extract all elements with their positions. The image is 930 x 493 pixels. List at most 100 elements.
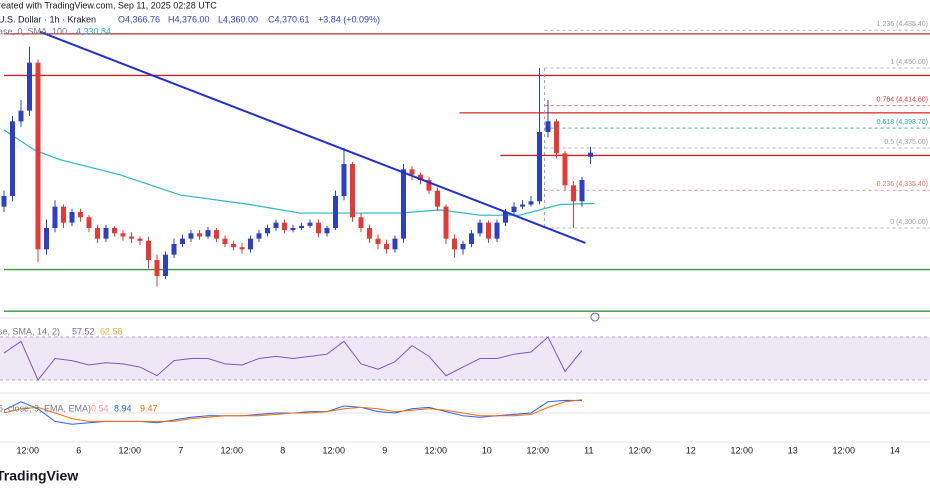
x-tick-label: 12:00 [527,445,550,455]
candle-body [324,227,330,234]
candle-body [273,222,279,228]
candle-body [205,230,211,237]
x-tick-label: 11 [584,445,593,455]
candle-body [494,222,500,239]
candle-body [120,233,126,237]
logo: TradingView [0,468,78,484]
candle-body [299,225,304,228]
alert-icon[interactable] [590,312,600,322]
rsi-band [0,337,930,380]
x-tick-label: 14 [890,445,900,455]
fib-label: 0 (4,300.00) [890,219,928,226]
candle-body [214,230,219,239]
x-tick-label: 12:00 [833,445,856,455]
x-tick-label: 6 [76,445,81,455]
candle-body [333,195,338,228]
candle-body [571,185,576,202]
rsi-value: 57.52 [72,326,95,336]
fib-label: 1.236 (4,485.40) [877,21,928,28]
candle-body [562,153,568,186]
candle-body [316,222,321,234]
candle-body [188,233,194,239]
candle-body [27,62,32,111]
candle-body [384,243,389,250]
ohlc-value: L4,360.00 [218,14,258,24]
x-tick-label: 9 [382,445,387,455]
ma-value: 4,330.84 [76,26,111,36]
candle-body [95,227,100,239]
candle-body [112,227,117,234]
candle-body [137,238,143,241]
x-tick-label: 12:00 [629,445,652,455]
candle-body [307,222,313,226]
x-tick-label: 10 [482,445,492,455]
candle-body [154,259,160,276]
plot-layer: 12:00 6 12:00 7 12:00 8 12:00 9 12:00 10 12:00 11 12… [0,21,930,455]
signal-line [3,399,583,422]
candle-body [452,238,457,250]
candle-body [180,238,185,244]
candle-body [469,233,474,244]
candle-body [44,227,49,250]
candle-body [545,121,551,132]
candle-body [61,206,66,223]
change: +3.84 (+0.09%) [318,14,380,24]
x-tick-label: 12 [686,445,696,455]
candle-body [358,217,364,228]
candle-body [537,131,542,202]
candle-body [418,174,423,180]
candle-body [146,240,151,260]
candle-body [409,169,415,175]
symbol: U.S. Dollar · 1h · Kraken [0,14,96,24]
candle-body [163,254,168,276]
x-tick-label: 7 [178,445,183,455]
candle-body [579,179,585,202]
macd-value: 9.47 [140,403,158,413]
candle-body [18,110,24,122]
watermark: reated with TradingView.com, Sep 11, 202… [0,0,217,10]
candle-body [435,190,440,207]
candle-body [103,227,109,239]
candle-body [341,163,347,196]
candle-body [256,233,262,239]
fib-label: 0.236 (4,335.40) [877,181,928,188]
candle-body [477,222,483,234]
candle-body [460,243,466,250]
candle-body [35,62,41,250]
candle-body [52,206,58,228]
x-tick-label: 12:00 [221,445,244,455]
trendline [39,30,586,244]
candle-body [375,238,381,244]
candle-body [367,227,372,239]
candle-body [222,238,228,244]
macd-value: -0.54 [88,403,109,413]
candle-body [265,227,270,234]
macd-value: 8.94 [114,403,132,413]
x-tick-label: 12:00 [119,445,142,455]
candle-body [10,121,15,196]
candle-body [129,236,134,239]
candle-body [69,211,75,223]
candle-body [248,238,253,250]
candle-body [426,179,432,191]
candle-body [231,243,236,248]
fib-label: 0.618 (4,393.70) [877,119,928,126]
x-tick-label: 13 [788,445,798,455]
fib-label: 0.764 (4,414.60) [877,97,928,104]
candle-body [86,217,92,228]
candle-body [486,222,491,239]
candle-body [554,121,559,154]
ohlc-value: O4,366.76 [118,14,160,24]
candle-body [443,206,449,239]
candle-body [520,204,525,207]
candle-body [588,152,593,157]
x-tick-label: 8 [280,445,285,455]
ohlc-value: H4,376.00 [168,14,210,24]
candle-body [511,206,517,212]
candle-body [503,211,508,223]
rsi-value: 62.58 [100,326,123,336]
candle-body [282,222,287,231]
x-tick-label: 12:00 [17,445,40,455]
candle-body [528,201,534,205]
